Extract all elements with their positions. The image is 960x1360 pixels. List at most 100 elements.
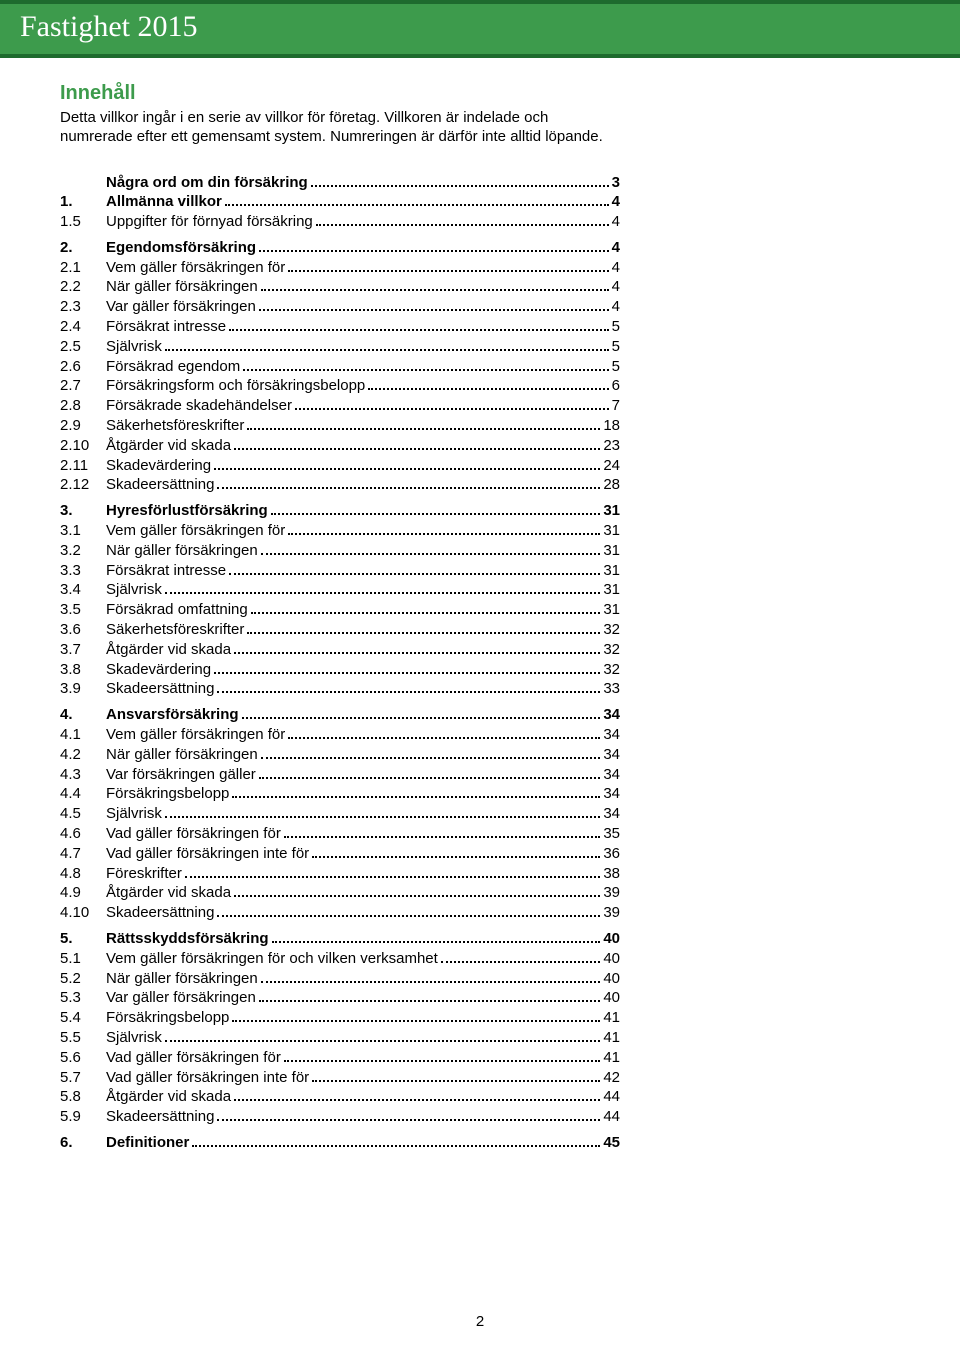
toc-row: 5.2När gäller försäkringen40 [60,969,620,989]
toc-leader-dots [312,845,600,858]
toc-entry-number: 6. [60,1133,106,1153]
toc-leader-dots [261,746,601,759]
toc-leader-dots [217,1109,600,1122]
toc-row: 5.1Vem gäller försäkringen för och vilke… [60,949,620,969]
toc-entry-label: Skadevärdering [106,456,211,476]
toc-row: 2.2När gäller försäkringen4 [60,277,620,297]
toc-leader-dots [225,194,609,207]
toc-entry-label: När gäller försäkringen [106,277,258,297]
toc-row: 3.5Försäkrad omfattning31 [60,600,620,620]
toc-entry-label: Vem gäller försäkringen för [106,725,285,745]
toc-row: 3.3Försäkrat intresse31 [60,561,620,581]
toc-entry-page: 44 [603,1107,620,1127]
toc-leader-dots [165,806,600,819]
toc-row: 3.7Åtgärder vid skada32 [60,640,620,660]
toc-entry-page: 38 [603,864,620,884]
toc-entry-number: 2.4 [60,317,106,337]
toc-entry-label: Allmänna villkor [106,192,222,212]
toc-row: 5.Rättsskyddsförsäkring40 [60,929,620,949]
toc-intro-text: Detta villkor ingår i en serie av villko… [60,109,620,147]
toc-entry-page: 4 [612,238,620,258]
document-header: Fastighet 2015 [0,0,960,58]
toc-entry-number: 3.5 [60,600,106,620]
toc-entry-label: Säkerhetsföreskrifter [106,416,244,436]
toc-entry-label: Försäkrat intresse [106,561,226,581]
toc-entry-label: Vad gäller försäkringen för [106,824,281,844]
toc-entry-number: 2.12 [60,475,106,495]
toc-entry-label: Självrisk [106,1028,162,1048]
toc-entry-label: Självrisk [106,804,162,824]
toc-row: 2.1Vem gäller försäkringen för4 [60,258,620,278]
toc-leader-dots [295,398,609,411]
toc-leader-dots [165,338,609,351]
toc-entry-label: Ansvarsförsäkring [106,705,239,725]
toc-entry-page: 31 [603,541,620,561]
toc-row: 5.5Självrisk41 [60,1028,620,1048]
toc-entry-number: 3.7 [60,640,106,660]
toc-entry-number: 2.10 [60,436,106,456]
toc-entry-label: Egendomsförsäkring [106,238,256,258]
toc-entry-label: Vad gäller försäkringen inte för [106,844,309,864]
toc-entry-number: 3.3 [60,561,106,581]
toc-entry-number: 5.6 [60,1048,106,1068]
toc-entry-page: 34 [603,784,620,804]
toc-row: 2.5Självrisk5 [60,337,620,357]
table-of-contents: Några ord om din försäkring31.Allmänna v… [60,173,620,1153]
toc-entry-label: Föreskrifter [106,864,182,884]
toc-leader-dots [288,259,608,272]
toc-leader-dots [229,562,600,575]
toc-row: 5.6Vad gäller försäkringen för41 [60,1048,620,1068]
toc-row: 2.3Var gäller försäkringen4 [60,297,620,317]
toc-leader-dots [259,766,601,779]
toc-entry-number: 3.6 [60,620,106,640]
toc-entry-page: 6 [612,376,620,396]
toc-entry-label: Försäkrade skadehändelser [106,396,292,416]
toc-entry-label: Hyresförlustförsäkring [106,501,268,521]
toc-row: 4.6Vad gäller försäkringen för35 [60,824,620,844]
toc-row: 2.7Försäkringsform och försäkringsbelopp… [60,376,620,396]
toc-row: 3.1Vem gäller försäkringen för31 [60,521,620,541]
toc-entry-number: 2.8 [60,396,106,416]
toc-leader-dots [217,681,600,694]
toc-entry-label: Självrisk [106,337,162,357]
toc-entry-label: Rättsskyddsförsäkring [106,929,269,949]
toc-row: 3.2När gäller försäkringen31 [60,541,620,561]
toc-entry-number: 2.6 [60,357,106,377]
toc-row: 2.11Skadevärdering24 [60,456,620,476]
toc-entry-page: 24 [603,456,620,476]
toc-entry-page: 5 [612,317,620,337]
toc-entry-number: 3. [60,501,106,521]
toc-leader-dots [234,1089,600,1102]
toc-entry-label: Vem gäller försäkringen för [106,258,285,278]
toc-entry-label: Var gäller försäkringen [106,297,256,317]
toc-entry-page: 45 [603,1133,620,1153]
toc-entry-label: Skadeersättning [106,1107,214,1127]
toc-leader-dots [234,885,600,898]
toc-entry-page: 4 [612,277,620,297]
toc-leader-dots [217,905,600,918]
toc-entry-label: Några ord om din försäkring [106,173,308,193]
toc-entry-number: 5.3 [60,988,106,1008]
toc-row: 2.8Försäkrade skadehändelser7 [60,396,620,416]
toc-leader-dots [217,477,600,490]
toc-row: 5.7Vad gäller försäkringen inte för42 [60,1068,620,1088]
toc-entry-page: 3 [612,173,620,193]
toc-entry-label: Åtgärder vid skada [106,640,231,660]
toc-entry-page: 4 [612,192,620,212]
toc-row: 3.8Skadevärdering32 [60,660,620,680]
toc-leader-dots [259,990,601,1003]
toc-leader-dots [312,1069,600,1082]
toc-entry-label: Var försäkringen gäller [106,765,256,785]
toc-entry-page: 34 [603,725,620,745]
toc-entry-page: 4 [612,258,620,278]
toc-leader-dots [165,582,600,595]
toc-entry-page: 31 [603,501,620,521]
toc-entry-label: Vad gäller försäkringen för [106,1048,281,1068]
toc-entry-number: 5.8 [60,1087,106,1107]
toc-entry-label: Definitioner [106,1133,189,1153]
content-area: Innehåll Detta villkor ingår i en serie … [0,58,680,1193]
toc-leader-dots [232,1010,600,1023]
toc-entry-number: 4.9 [60,883,106,903]
toc-entry-label: Försäkringsform och försäkringsbelopp [106,376,365,396]
toc-entry-number: 4.8 [60,864,106,884]
